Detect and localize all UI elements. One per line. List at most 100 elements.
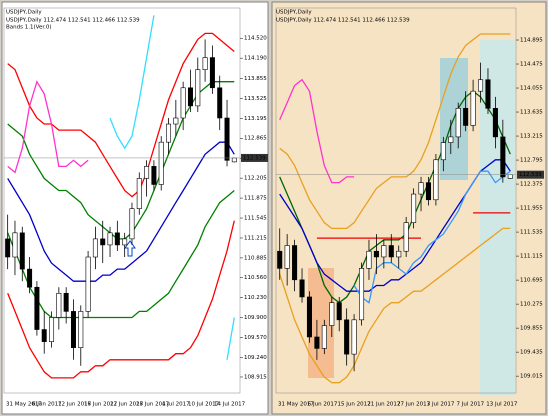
candle-body (231, 157, 237, 163)
signal-arrow (124, 240, 136, 257)
x-tick-label: 31 May 2017 (6, 402, 42, 408)
indicator-line (7, 32, 235, 198)
window-title: USDJPY,Daily (276, 10, 312, 16)
y-tick-label: 109.015 (520, 374, 543, 380)
y-tick-label: 114.895 (520, 38, 543, 44)
x-tick-label: 3 Jul 2017 (427, 402, 455, 408)
y-tick-label: 110.230 (244, 295, 267, 301)
candle-body (56, 292, 62, 318)
price-label: 112.539 (519, 172, 542, 178)
candle-body (455, 108, 461, 138)
candle-body (107, 232, 113, 246)
y-tick-label: 112.795 (520, 158, 543, 164)
candle-body (187, 87, 193, 107)
candle-body (166, 123, 172, 143)
x-tick-label: 7 Jul 2017 (457, 402, 485, 408)
x-tick-label: 16 Jun 2017 (84, 402, 118, 408)
x-tick-label: 4 Jul 2017 (162, 402, 190, 408)
candle-body (114, 232, 120, 246)
candle-body (440, 142, 446, 161)
candle-body (292, 245, 298, 281)
candle-body (329, 302, 335, 326)
candle-body (217, 87, 223, 119)
candle-body (5, 238, 11, 258)
candle-body (358, 268, 365, 321)
y-tick-label: 109.855 (520, 326, 543, 332)
candle-body (373, 250, 379, 258)
candle-body (224, 117, 230, 161)
indicator-line (109, 15, 235, 360)
candle-body (85, 256, 91, 312)
candle-body (41, 329, 47, 342)
y-tick-label: 112.865 (244, 136, 267, 142)
x-tick-label: 13 Jul 2017 (486, 402, 518, 408)
y-tick-label: 114.475 (520, 62, 543, 68)
y-tick-label: 109.900 (244, 315, 267, 321)
candle-body (122, 238, 128, 246)
y-tick-label: 114.055 (520, 86, 543, 92)
candle-body (411, 193, 417, 223)
y-tick-label: 111.215 (244, 235, 267, 241)
candle-body (425, 182, 431, 201)
candle-body (321, 325, 327, 349)
candle-body (381, 245, 387, 258)
y-tick-label: 114.520 (244, 36, 267, 42)
y-tick-label: 111.545 (244, 216, 267, 222)
x-tick-label: 6 Jun 2017 (308, 402, 338, 408)
candle-body (100, 238, 106, 246)
indicator-label: Bands 1.1(Ver.0) (6, 25, 52, 31)
y-tick-label: 111.535 (520, 230, 543, 236)
candle-body (19, 232, 25, 270)
x-tick-label: 31 May 2017 (278, 402, 314, 408)
indicator-line (279, 227, 511, 384)
plot-area (3, 7, 241, 394)
candle-body (27, 268, 33, 288)
y-tick-label: 110.695 (520, 278, 543, 284)
candle-body (351, 319, 357, 355)
y-tick-label: 112.205 (244, 176, 267, 182)
y-tick-label: 114.190 (244, 56, 267, 62)
y-tick-label: 112.375 (520, 182, 543, 188)
x-tick-label: 28 Jun 2017 (136, 402, 170, 408)
price-box (517, 170, 544, 179)
candle-body (144, 166, 150, 179)
candle-body (277, 250, 283, 269)
indicator-line (279, 33, 511, 230)
candle-body (306, 296, 312, 338)
candle-body (63, 292, 69, 312)
window-title: USDJPY,Daily (6, 10, 42, 16)
y-tick-label: 113.855 (244, 76, 267, 82)
candle-body (448, 136, 454, 143)
shaded-zone (480, 40, 515, 395)
y-tick-label: 111.115 (520, 254, 543, 260)
y-tick-label: 111.875 (244, 196, 267, 202)
y-tick-label: 113.635 (520, 110, 543, 116)
candle-body (477, 79, 484, 92)
candle-body (366, 250, 372, 269)
indicator-line (7, 80, 89, 174)
x-tick-label: 6 Jun 2017 (32, 402, 62, 408)
candle-body (500, 136, 506, 178)
candle-body (151, 166, 157, 185)
candle-body (12, 232, 18, 258)
candle-body (129, 208, 135, 240)
candle-body (173, 117, 179, 125)
left-window (1, 1, 269, 415)
y-tick-label: 110.560 (244, 275, 267, 281)
y-tick-label: 109.240 (244, 355, 267, 361)
x-tick-label: 21 Jun 2017 (367, 402, 401, 408)
candle-body (470, 90, 476, 126)
indicator-line (7, 220, 235, 379)
y-tick-label: 110.885 (244, 255, 267, 261)
window-subtitle: USDJPY,Daily 112.474 112.541 112.466 112… (276, 18, 410, 24)
y-tick-label: 111.955 (520, 206, 543, 212)
x-tick-label: 22 Jun 2017 (110, 402, 144, 408)
candle-body (136, 178, 142, 209)
y-tick-label: 113.215 (520, 134, 543, 140)
candle-body (284, 245, 290, 269)
y-tick-label: 113.525 (244, 96, 267, 102)
indicator-line (7, 141, 235, 282)
window-subtitle: USDJPY,Daily 112.474 112.541 112.466 112… (6, 18, 140, 24)
